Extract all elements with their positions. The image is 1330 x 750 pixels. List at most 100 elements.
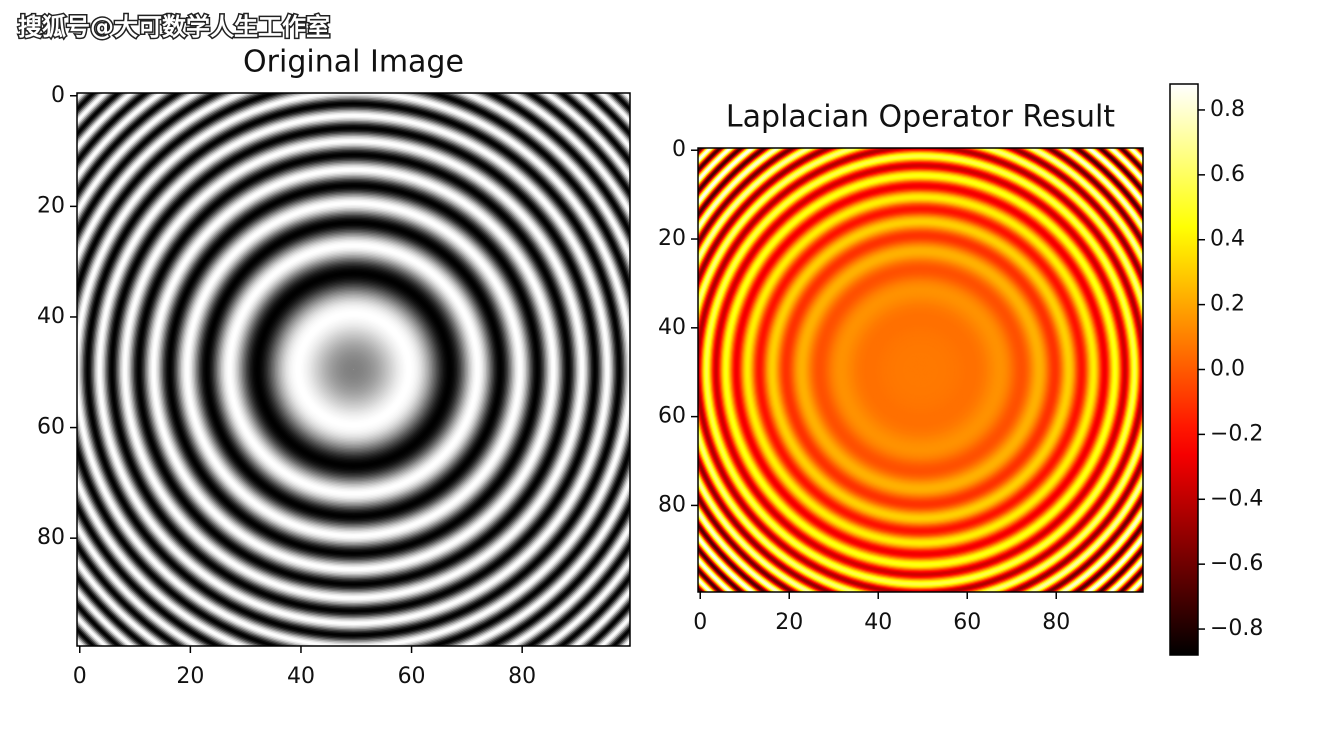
image-ring [125, 141, 582, 598]
image-ring [328, 344, 379, 395]
image-ring [848, 297, 993, 443]
image-ring [773, 223, 1068, 517]
image-ring [178, 194, 529, 545]
image-ring [750, 199, 1091, 541]
image-ring [834, 284, 1007, 456]
image-ring [273, 289, 434, 450]
image-ring [906, 355, 935, 385]
image-ring [196, 212, 511, 527]
image-ring [126, 142, 581, 597]
image-ring [738, 187, 1103, 553]
image-ring [907, 356, 934, 384]
image-ring [294, 310, 413, 429]
image-ring [902, 352, 939, 388]
image-ring [601, 51, 1240, 690]
image-ring [218, 234, 489, 505]
image-ring [185, 201, 522, 538]
image-ring [238, 254, 469, 485]
image-ring [754, 204, 1087, 536]
image-ring [827, 276, 1014, 464]
image [77, 93, 630, 646]
image-ring [782, 232, 1059, 508]
image-ring [856, 305, 985, 435]
image-ring [265, 281, 442, 458]
image-ring [780, 229, 1061, 511]
image-ring [843, 293, 998, 447]
image-ring [317, 333, 390, 406]
image-ring [714, 164, 1127, 576]
image-ring [280, 296, 427, 443]
image-ring [153, 169, 554, 570]
image-ring [186, 202, 521, 537]
y-tick-label: 40 [37, 304, 65, 329]
image-ring [140, 156, 567, 583]
image-ring [121, 137, 586, 602]
image-ring [853, 303, 988, 437]
image-ring [823, 273, 1018, 467]
image-ring [149, 165, 558, 574]
image-ring [189, 205, 518, 534]
image-ring [334, 350, 373, 389]
image-ring [99, 115, 608, 624]
image-ring [710, 159, 1131, 581]
image-ring [158, 174, 549, 565]
image-ring [790, 239, 1051, 501]
image-ring [346, 362, 361, 377]
image-ring [852, 302, 989, 438]
image-ring [348, 364, 359, 375]
colorbar-tick-label: −0.6 [1210, 551, 1263, 576]
image-ring [844, 294, 997, 446]
image-ring [314, 330, 393, 409]
image-ring [842, 292, 999, 448]
image-ring [113, 129, 594, 610]
image-ring [122, 138, 585, 601]
image-ring [313, 329, 394, 410]
image-ring [779, 228, 1062, 512]
image-ring [894, 344, 947, 396]
x-tick-label: 40 [287, 664, 315, 689]
image-ring [135, 151, 572, 588]
image-ring [215, 231, 492, 508]
image-ring [254, 270, 453, 469]
image-ring [225, 241, 482, 498]
image-ring [877, 326, 964, 414]
image-ring [734, 184, 1107, 556]
image-ring [699, 148, 1142, 592]
image-ring [165, 181, 542, 558]
image-ring [155, 171, 552, 568]
image-ring [338, 354, 369, 385]
image-ring [769, 218, 1072, 522]
image-ring [129, 145, 578, 594]
y-tick-label: 0 [51, 83, 65, 108]
image-ring [792, 242, 1049, 498]
image-ring [890, 340, 951, 400]
image-ring [114, 130, 593, 609]
image-ring [712, 162, 1129, 578]
image-ring [279, 295, 428, 444]
image-ring [309, 325, 398, 414]
image-ring [748, 197, 1093, 543]
image-ring [916, 365, 925, 375]
image-ring [330, 346, 377, 393]
image-ring [893, 343, 948, 397]
image-ring [741, 190, 1100, 550]
image-ring [194, 210, 513, 529]
image-ring [320, 336, 387, 403]
colorbar-tick-label: 0.4 [1210, 227, 1245, 252]
image-ring [768, 217, 1073, 523]
image-ring [180, 196, 527, 543]
image-ring [743, 193, 1098, 547]
y-tick-label: 80 [37, 525, 65, 550]
image-ring [248, 264, 459, 475]
image-ring [164, 180, 543, 559]
image-ring [205, 221, 502, 518]
image-ring [344, 360, 363, 379]
image-ring [744, 194, 1097, 546]
image-ring [828, 277, 1013, 463]
image-ring [290, 306, 417, 433]
image-ring [820, 269, 1021, 471]
image-ring [795, 245, 1046, 495]
image-ring [706, 156, 1135, 584]
image-ring [798, 247, 1043, 493]
